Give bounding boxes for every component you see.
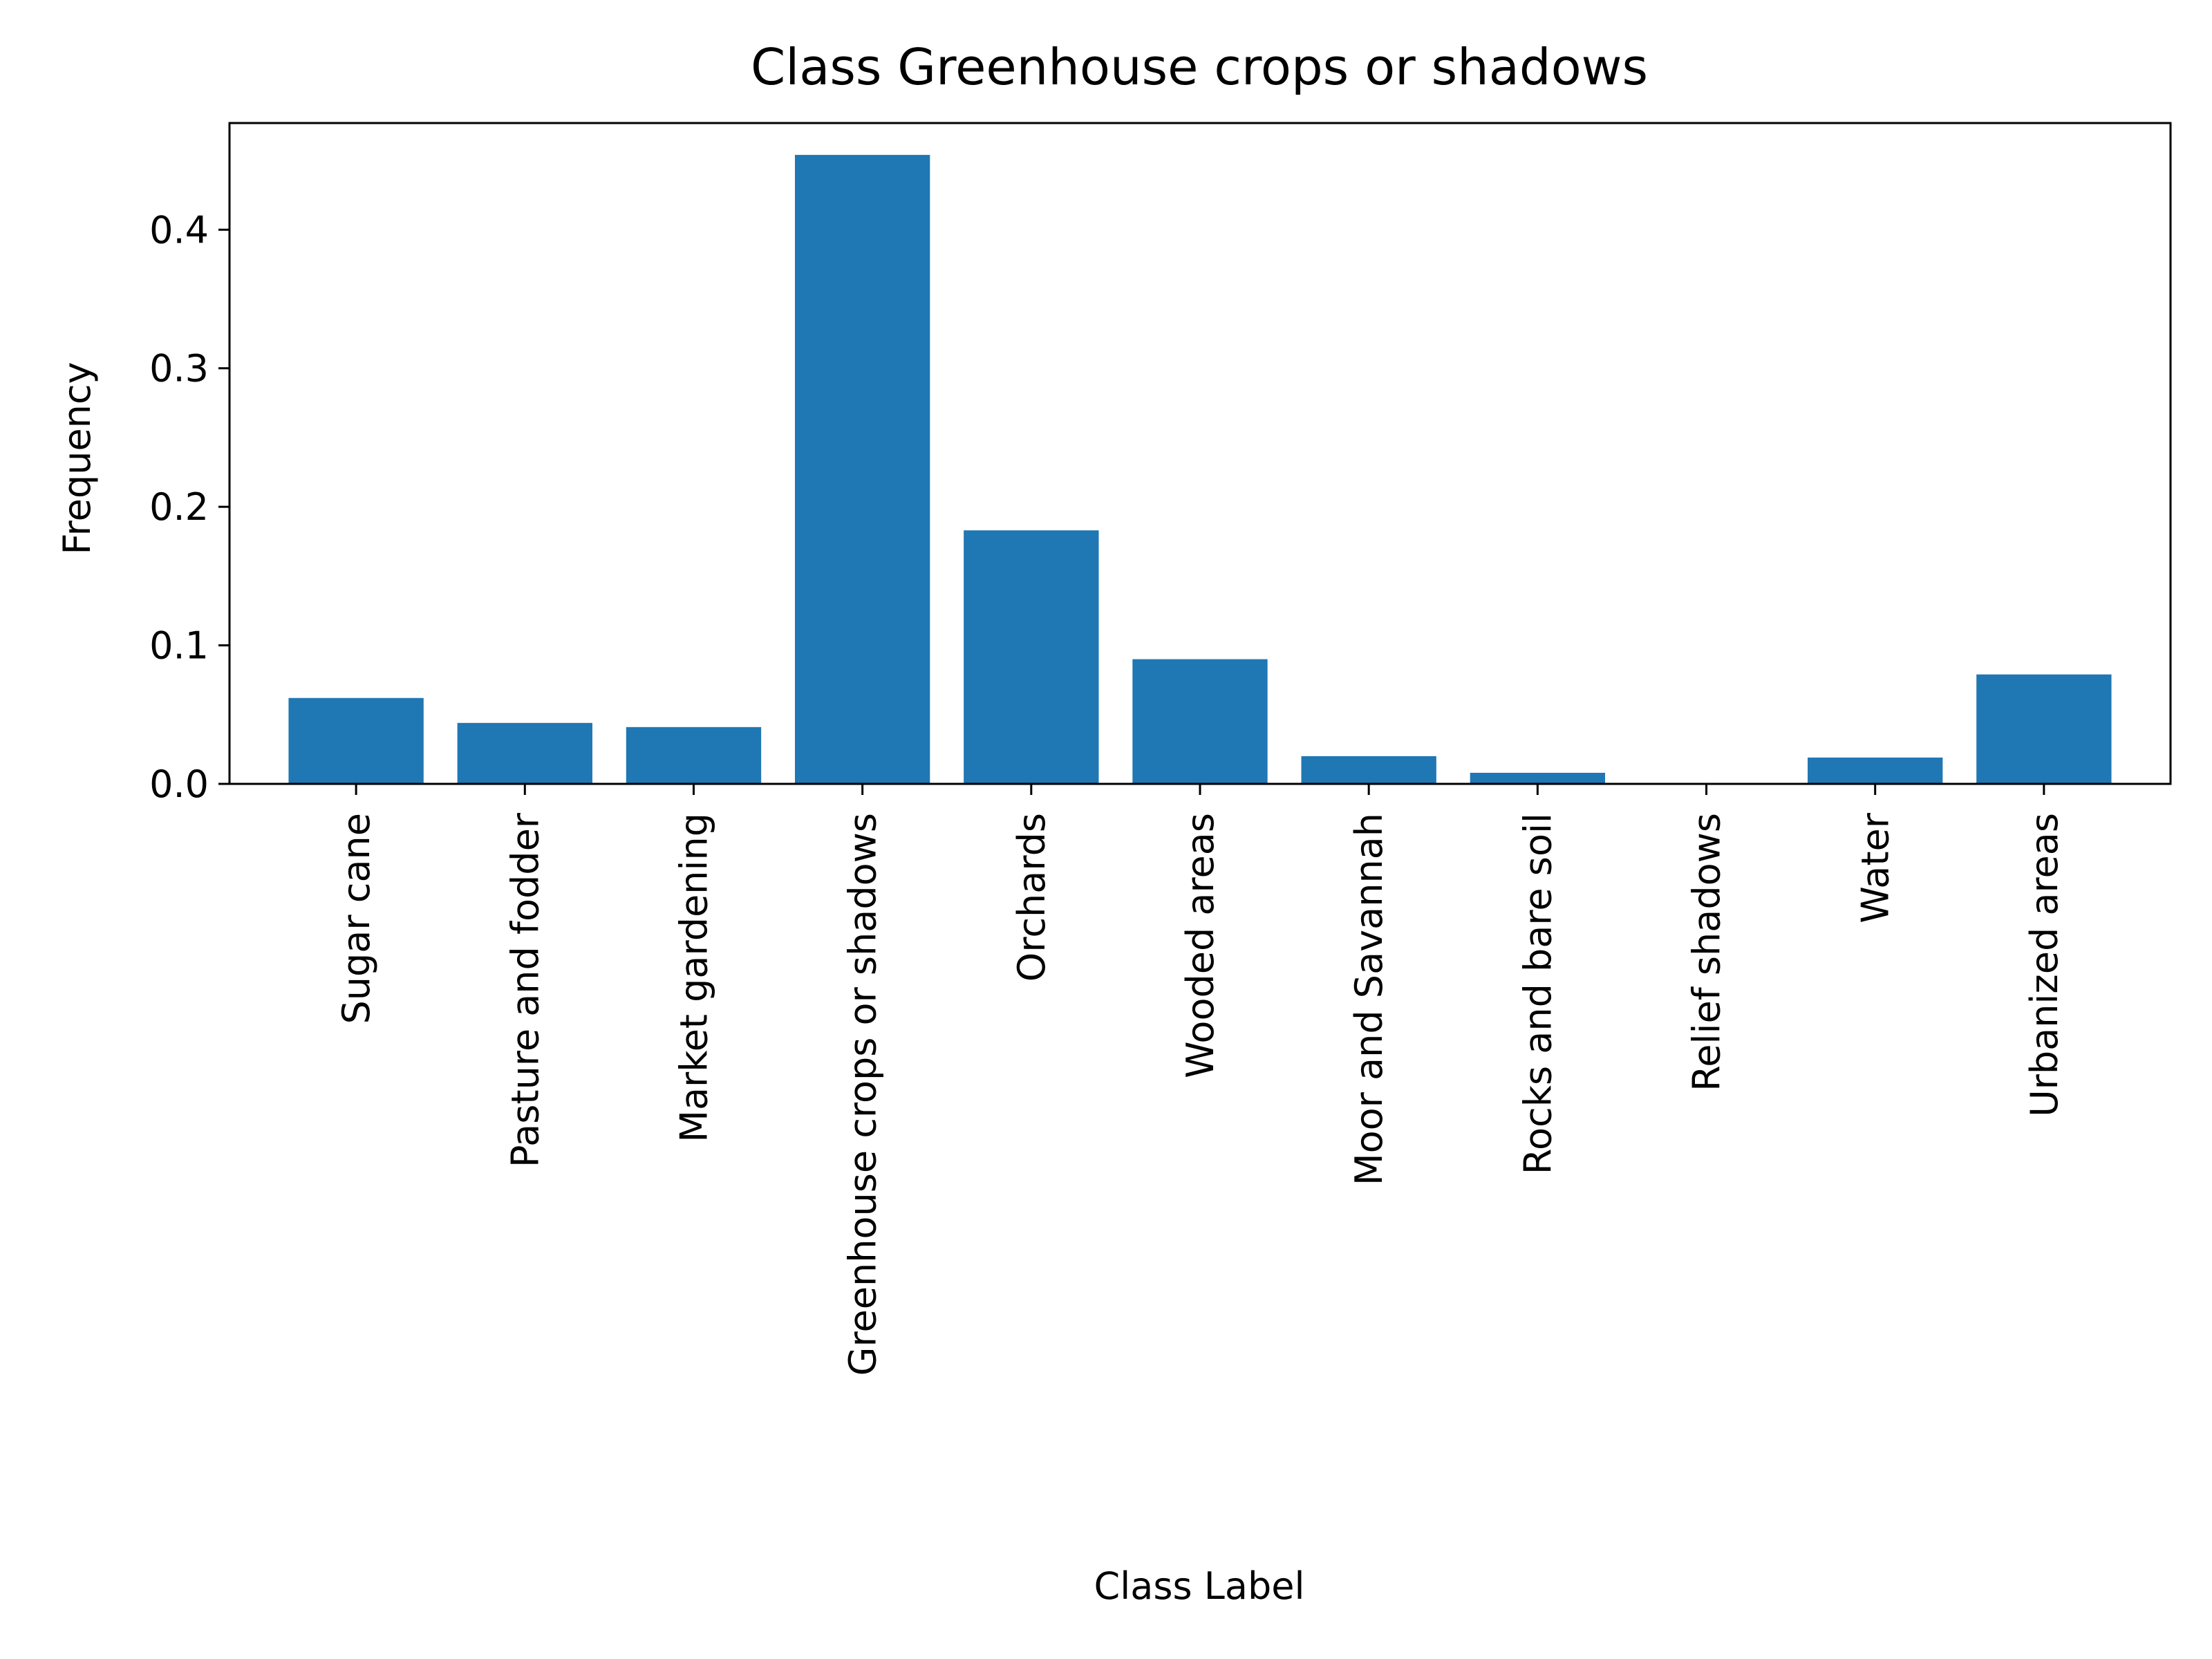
x-tick-label: Orchards — [1010, 813, 1053, 982]
y-tick-label: 0.2 — [149, 485, 209, 529]
y-tick-label: 0.3 — [149, 347, 209, 391]
x-tick-label: Urbanized areas — [2023, 813, 2066, 1117]
x-tick-label: Relief shadows — [1685, 813, 1729, 1091]
bar — [964, 530, 1099, 784]
x-tick-label: Rocks and bare soil — [1516, 813, 1559, 1174]
bar — [794, 155, 930, 784]
plot-frame — [228, 122, 2172, 785]
bar — [457, 722, 592, 784]
bar — [1808, 757, 1943, 784]
y-axis-ticks: 0.0 0.1 0.2 0.3 0.4 — [149, 208, 229, 806]
x-tick-label: Market gardening — [672, 813, 715, 1143]
x-tick-label: Water — [1854, 812, 1897, 923]
bar — [288, 697, 424, 784]
x-tick-label: Moor and Savannah — [1347, 813, 1391, 1185]
y-tick-label: 0.0 — [149, 762, 209, 806]
y-tick-label: 0.4 — [149, 208, 209, 252]
x-tick-label: Sugar cane — [335, 813, 378, 1024]
x-tick-label: Greenhouse crops or shadows — [841, 813, 885, 1376]
y-axis-label: Frequency — [55, 362, 99, 555]
x-axis-label: Class Label — [1094, 1564, 1305, 1608]
x-tick-label: Wooded areas — [1179, 813, 1222, 1078]
bar — [1470, 772, 1606, 784]
bar — [1976, 674, 2112, 784]
bar — [1301, 756, 1436, 784]
chart-title: Class Greenhouse crops or shadows — [751, 38, 1648, 96]
x-axis-ticks: Sugar cane Pasture and fodder Market garde… — [335, 784, 2066, 1376]
bars-group — [288, 155, 2112, 784]
bar — [1132, 659, 1268, 784]
x-tick-label: Pasture and fodder — [503, 812, 547, 1168]
bar — [626, 727, 762, 784]
y-tick-label: 0.1 — [149, 624, 209, 668]
